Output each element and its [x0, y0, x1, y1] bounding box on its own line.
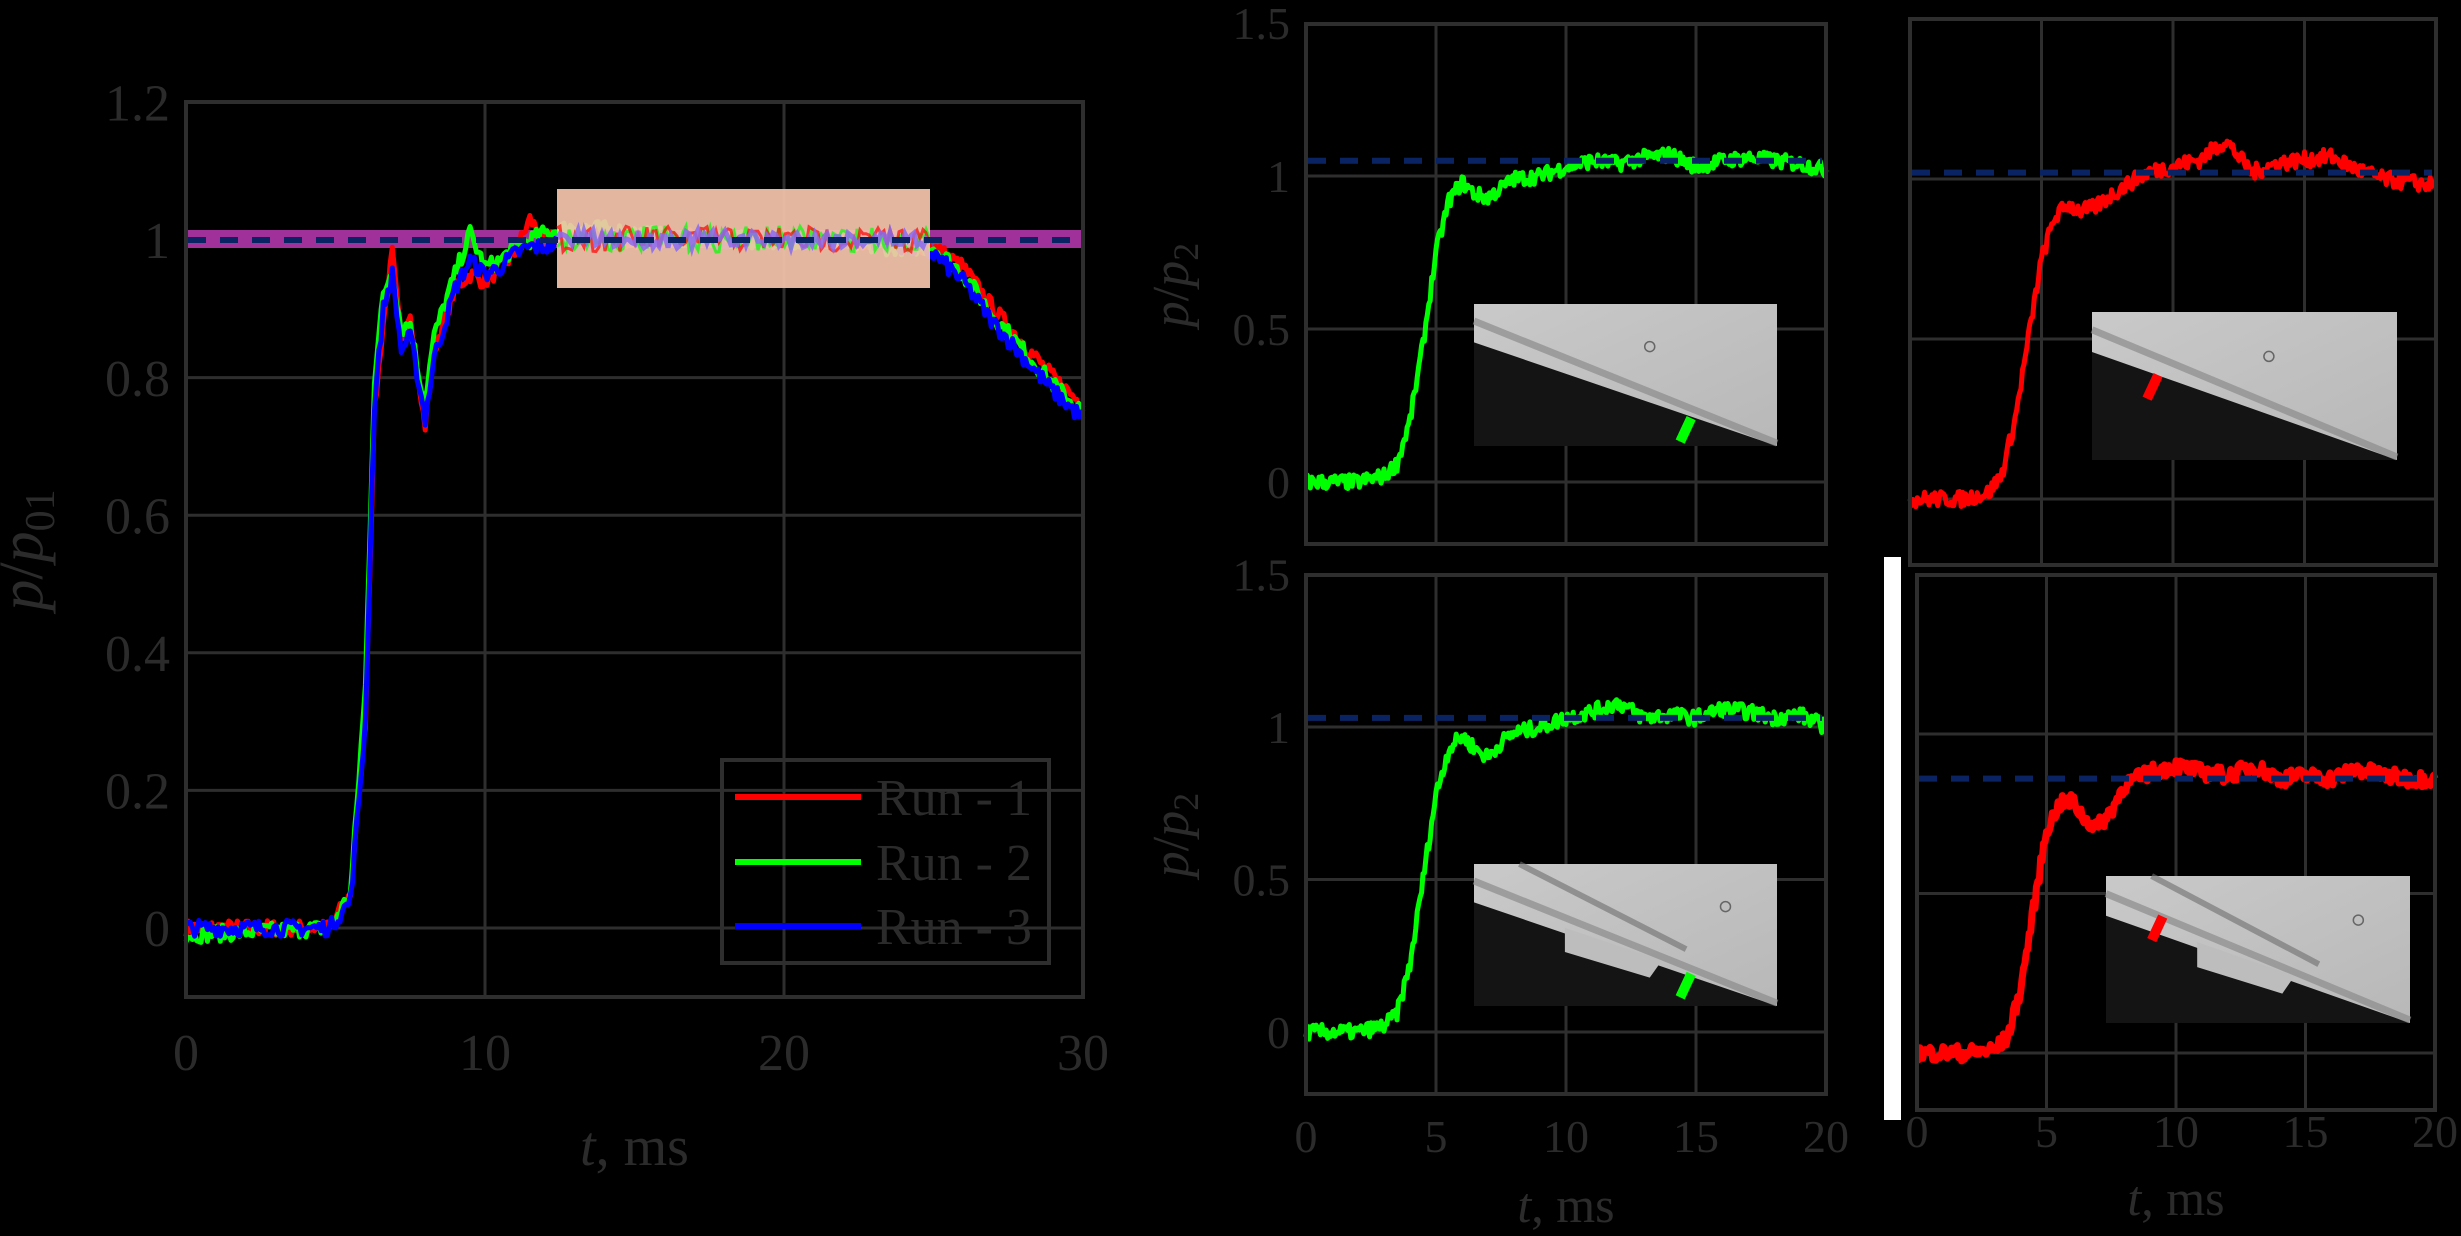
x-tick-label: 0	[173, 1025, 199, 1082]
y-tick-label: 0	[144, 901, 170, 958]
series	[183, 213, 1086, 945]
x-tick-label: 15	[2283, 1106, 2329, 1157]
x-axis-label: t, ms	[1517, 1177, 1614, 1233]
y-tick-label: 0.4	[105, 626, 170, 683]
series-line-1	[1303, 697, 1828, 1042]
x-tick-label: 0	[1906, 1106, 1929, 1157]
x-axis-label: t, ms	[2127, 1170, 2224, 1226]
legend: Run - 1 Run - 2 Run - 3	[720, 758, 1051, 965]
y-tick-label: 0	[1267, 1007, 1290, 1058]
schlieren-inset-image-4	[2104, 873, 2412, 1024]
schlieren-inset-image-2	[2090, 312, 2399, 461]
legend-label-2: Run - 2	[876, 835, 1032, 892]
x-tick-label: 20	[758, 1025, 810, 1082]
y-tick-label: 1.2	[105, 76, 170, 133]
y-tick-label: 0.2	[105, 764, 170, 821]
grid	[1917, 575, 2435, 1110]
schlieren-inset-image-3	[1472, 861, 1779, 1007]
x-tick-label: 5	[1425, 1111, 1448, 1162]
y-tick-label: 0.5	[1233, 304, 1291, 355]
series	[1914, 757, 2439, 1065]
x-axis-label: t, ms	[580, 1116, 689, 1178]
chart-main: 0 0.2 0.4 0.6 0.8 1 1.2 0 10 20 30 t, ms p/p01 Run - …	[0, 76, 1109, 1178]
chart-bottom-right: 0 5 10 15 20 t, ms	[1906, 573, 2458, 1226]
x-tick-label: 15	[1673, 1111, 1719, 1162]
x-tick-label: 20	[2412, 1106, 2458, 1157]
x-tick-label: 30	[1057, 1025, 1109, 1082]
grid	[1910, 19, 2436, 565]
x-tick-label: 10	[459, 1025, 511, 1082]
y-tick-label: 1.5	[1233, 550, 1291, 601]
y-tick-label: 1	[1267, 151, 1290, 202]
y-tick-label: 0	[1267, 457, 1290, 508]
y-tick-label: 0.8	[105, 351, 170, 408]
panel-separator-bar	[1884, 557, 1901, 1120]
y-tick-label: 0.5	[1233, 855, 1291, 906]
series	[1303, 697, 1828, 1042]
axes-frame	[184, 100, 1085, 999]
y-axis-label: p/p2	[1143, 793, 1206, 881]
series-line-1	[1914, 757, 2439, 1065]
y-axis-label: p/p01	[0, 489, 64, 614]
series-line-1	[1907, 138, 2439, 510]
grid	[1306, 24, 1826, 544]
chart-bottom-middle: 0 0.5 1 1.5 0 5 10 15 20 t, ms p/p2	[1143, 550, 1849, 1233]
x-tick-label: 10	[1543, 1111, 1589, 1162]
x-tick-label: 20	[1803, 1111, 1849, 1162]
sensor-marker	[2147, 914, 2168, 943]
series-line-3	[184, 229, 1086, 939]
grid	[1306, 575, 1826, 1094]
axes-frame	[1915, 573, 2437, 1112]
y-tick-label: 1.5	[1233, 0, 1291, 49]
y-tick-label: 1	[144, 213, 170, 270]
chart-top-right	[1907, 17, 2439, 567]
y-tick-label: 1	[1267, 702, 1290, 753]
legend-label-3: Run - 3	[876, 899, 1032, 956]
sensor-marker	[1675, 971, 1696, 1000]
x-tick-label: 0	[1295, 1111, 1318, 1162]
legend-label-1: Run - 1	[876, 770, 1032, 827]
series-line-1	[183, 213, 1086, 938]
schlieren-inset-image-1	[1472, 304, 1779, 447]
sensor-marker	[2142, 373, 2163, 401]
axes-frame	[1304, 573, 1828, 1096]
x-tick-label: 5	[2035, 1106, 2058, 1157]
axes-frame	[1304, 22, 1828, 546]
chart-top-middle: 0 0.5 1 1.5 p/p2	[1143, 0, 1829, 546]
sensor-marker	[1675, 415, 1696, 444]
x-tick-label: 10	[2153, 1106, 2199, 1157]
axes-frame	[1908, 17, 2438, 567]
y-axis-label: p/p2	[1143, 243, 1206, 331]
series	[1907, 138, 2439, 510]
y-tick-label: 0.6	[105, 488, 170, 545]
